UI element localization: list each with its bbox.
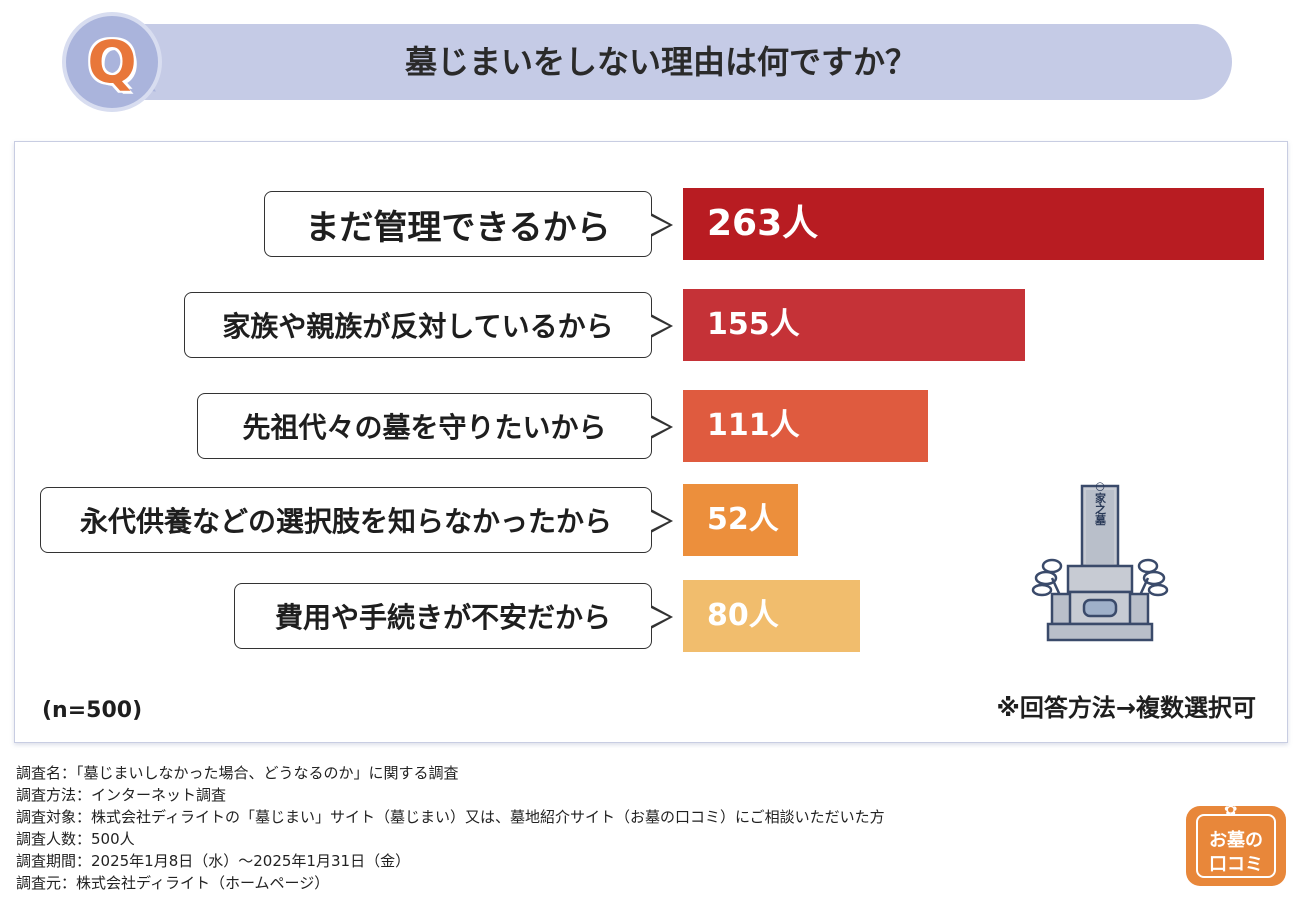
bar-value-label: 111人 bbox=[707, 408, 800, 443]
bar bbox=[683, 484, 798, 556]
callout-pointer-icon bbox=[649, 605, 673, 629]
category-label-text: 永代供養などの選択肢を知らなかったから bbox=[79, 505, 612, 538]
brand-logo-line1: お墓の bbox=[1209, 830, 1263, 851]
bar bbox=[683, 580, 860, 652]
survey-target-line: 調査対象：株式会社ディライトの「墓じまい」サイト（墓じまい）又は、墓地紹介サイト… bbox=[16, 808, 885, 826]
brand-logo-line2: 口コミ bbox=[1209, 854, 1263, 875]
tombstone-icon: ○○家之墓 bbox=[1031, 482, 1169, 642]
question-mark-icon: Q bbox=[87, 28, 137, 96]
tombstone-text: ○○家之墓 bbox=[1094, 482, 1108, 526]
category-label-text: まだ管理できるから bbox=[305, 207, 611, 248]
brand-logo-frame bbox=[1196, 814, 1276, 878]
callout-pointer-icon bbox=[649, 314, 673, 338]
survey-period-line: 調査期間：2025年1月8日（水）〜2025年1月31日（金） bbox=[16, 852, 411, 870]
survey-info: 調査名：「墓じまいしなかった場合、どうなるのか」に関する調査 調査方法：インター… bbox=[16, 762, 885, 894]
ribbon-icon: ✿ bbox=[1224, 800, 1238, 819]
bar-value-label: 52人 bbox=[707, 502, 779, 537]
category-label-text: 先祖代々の墓を守りたいから bbox=[242, 411, 607, 444]
category-label: 費用や手続きが不安だから bbox=[234, 583, 673, 649]
question-badge bbox=[66, 16, 158, 108]
question-title: 墓じまいをしない理由は何ですか？ bbox=[404, 43, 917, 81]
survey-source-line: 調査元：株式会社ディライト（ホームページ） bbox=[16, 874, 330, 892]
category-label-text: 費用や手続きが不安だから bbox=[274, 601, 611, 634]
bar bbox=[683, 289, 1025, 361]
category-label-text: 家族や親族が反対しているから bbox=[222, 310, 614, 343]
category-label: 永代供養などの選択肢を知らなかったから bbox=[40, 487, 673, 553]
survey-method-line: 調査方法：インターネット調査 bbox=[16, 786, 227, 804]
category-label: まだ管理できるから bbox=[264, 191, 673, 257]
answer-method-note: ※回答方法→複数選択可 bbox=[996, 694, 1256, 722]
callout-pointer-icon bbox=[649, 213, 673, 237]
survey-count-line: 調査人数：500人 bbox=[16, 830, 135, 848]
callout-pointer-icon bbox=[649, 415, 673, 439]
bar-value-label: 80人 bbox=[707, 598, 779, 633]
callout-pointer-icon bbox=[649, 509, 673, 533]
category-label: 先祖代々の墓を守りたいから bbox=[197, 393, 673, 459]
survey-name-line: 調査名：「墓じまいしなかった場合、どうなるのか」に関する調査 bbox=[16, 764, 459, 782]
question-banner bbox=[90, 24, 1232, 100]
bar bbox=[683, 188, 1264, 260]
bar bbox=[683, 390, 928, 462]
bar-value-label: 155人 bbox=[707, 307, 800, 342]
category-label: 家族や親族が反対しているから bbox=[184, 292, 673, 358]
bar-value-label: 263人 bbox=[707, 203, 819, 244]
sample-size-note: (n=500) bbox=[42, 698, 143, 723]
